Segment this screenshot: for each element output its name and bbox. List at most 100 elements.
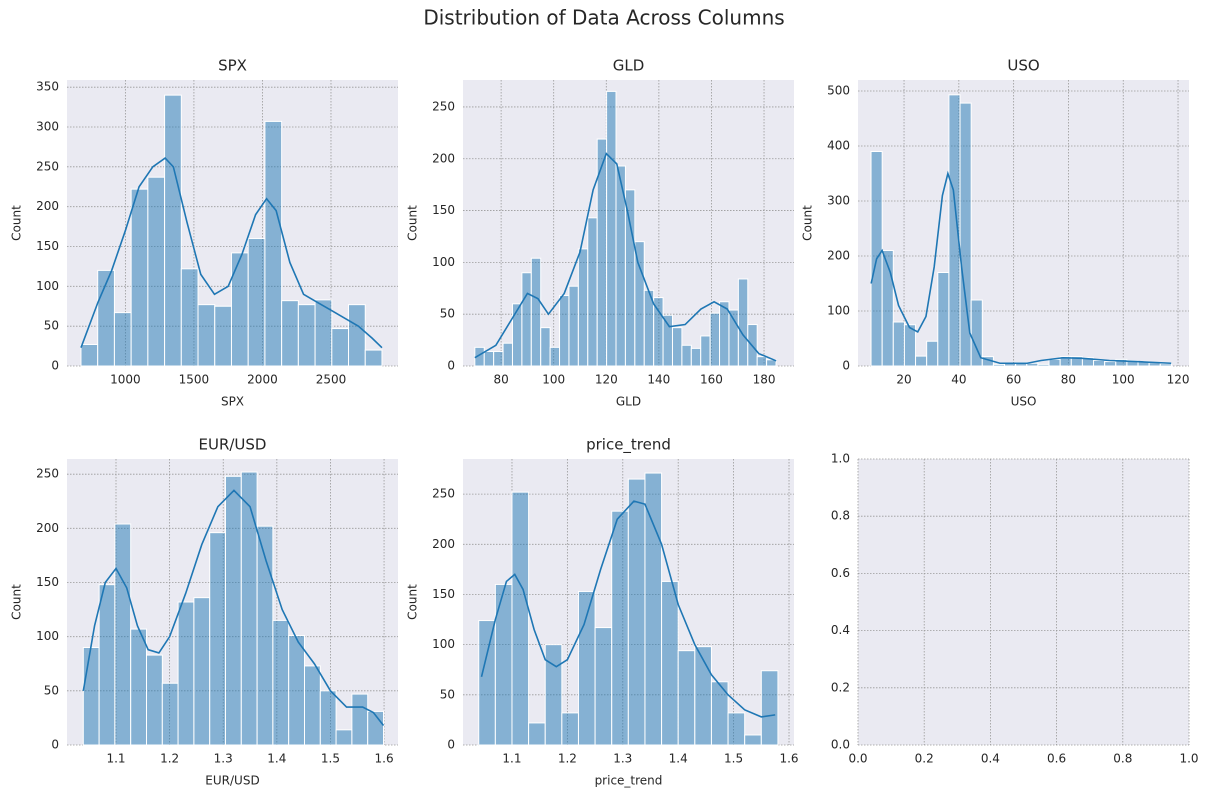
y-tick-label: 0.4 xyxy=(831,623,850,637)
histogram-bar xyxy=(304,665,321,746)
histogram-bar xyxy=(247,238,266,367)
histogram-bar xyxy=(214,305,232,367)
x-axis-label: price_trend xyxy=(595,774,663,788)
histogram-bar xyxy=(544,644,563,746)
histogram-bar xyxy=(662,314,673,367)
y-tick-label: 100 xyxy=(432,637,455,651)
histogram-bar xyxy=(147,176,166,367)
y-tick-label: 250 xyxy=(36,159,59,173)
y-tick-label: 0 xyxy=(842,359,850,373)
subplot: 80 100 120 140 160 180 0 50 100 150 200 250 GLD GLD Co… xyxy=(406,57,794,409)
x-axis-label: SPX xyxy=(221,395,244,409)
x-tick-label: 40 xyxy=(951,373,966,387)
subplot-title: GLD xyxy=(613,57,645,75)
histogram-bar xyxy=(209,532,226,746)
histogram-bar xyxy=(348,304,366,367)
histogram-bar xyxy=(281,300,299,367)
y-tick-label: 200 xyxy=(36,199,59,213)
y-tick-label: 100 xyxy=(827,304,850,318)
histogram-bar xyxy=(351,693,369,746)
kde-line xyxy=(80,157,383,349)
y-tick-label: 150 xyxy=(36,239,59,253)
histogram-bar xyxy=(331,328,350,367)
y-tick-label: 100 xyxy=(432,255,455,269)
histogram-bar xyxy=(193,597,211,746)
histogram-bar xyxy=(756,356,768,367)
x-tick-label: 160 xyxy=(700,373,723,387)
y-tick-label: 150 xyxy=(432,587,455,601)
x-tick-label: 1500 xyxy=(179,373,210,387)
x-tick-label: 1.0 xyxy=(1179,752,1198,766)
y-tick-label: 200 xyxy=(36,521,59,535)
y-tick-label: 250 xyxy=(432,487,455,501)
histogram-bar xyxy=(700,335,711,367)
y-tick-label: 100 xyxy=(36,279,59,293)
y-tick-label: 0.2 xyxy=(831,680,850,694)
subplot-title: EUR/USD xyxy=(199,436,267,454)
histogram-bar xyxy=(624,189,636,367)
histogram-bar xyxy=(493,350,504,367)
y-tick-label: 150 xyxy=(36,575,59,589)
histogram-bar xyxy=(511,491,530,746)
y-tick-label: 250 xyxy=(432,99,455,113)
histogram-bar xyxy=(719,301,730,367)
subplot: 0.0 0.2 0.4 0.6 0.8 1.0 0.0 0.2 0.4 0.6 0.8 1.0 xyxy=(831,452,1199,766)
y-axis-label: Count xyxy=(10,205,24,241)
x-tick-label: 0.4 xyxy=(981,752,1000,766)
histogram-bar xyxy=(737,278,749,367)
histogram-bar xyxy=(130,628,148,746)
histogram-bar xyxy=(80,343,99,367)
subplot: 1.1 1.2 1.3 1.4 1.5 1.6 0 50 100 150 200 250 price_t… xyxy=(406,436,799,788)
y-axis-label: Count xyxy=(406,584,420,620)
histogram-bar xyxy=(577,248,589,367)
histogram-bar xyxy=(364,349,383,367)
histogram-bar xyxy=(959,102,972,367)
histogram-bar xyxy=(483,350,495,367)
x-tick-label: 0.2 xyxy=(915,752,934,766)
x-tick-label: 120 xyxy=(595,373,618,387)
histogram-bar xyxy=(1104,361,1117,367)
histogram-bar xyxy=(937,272,950,367)
y-tick-label: 400 xyxy=(827,139,850,153)
x-tick-label: 100 xyxy=(542,373,565,387)
subplot-title: SPX xyxy=(218,57,247,75)
y-tick-label: 50 xyxy=(440,687,455,701)
x-tick-label: 1.2 xyxy=(160,752,179,766)
y-axis-label: Count xyxy=(406,205,420,241)
histogram-bar xyxy=(1037,363,1050,367)
histogram-bar xyxy=(521,272,532,367)
histogram-bar xyxy=(177,601,195,746)
y-tick-label: 0 xyxy=(51,738,59,752)
histogram-bar xyxy=(540,327,551,367)
x-axis-label: USO xyxy=(1011,395,1037,409)
x-axis-label: GLD xyxy=(616,395,641,409)
histogram-bar xyxy=(690,347,702,367)
x-tick-label: 1000 xyxy=(110,373,141,387)
kde-line xyxy=(474,152,777,362)
x-tick-label: 180 xyxy=(753,373,776,387)
x-tick-label: 0.8 xyxy=(1113,752,1132,766)
histogram-bar xyxy=(653,297,664,367)
x-tick-label: 1.6 xyxy=(779,752,798,766)
subplot: 20 40 60 80 100 120 0 100 200 300 400 500 USO USO Coun… xyxy=(801,57,1190,409)
histogram-bar xyxy=(478,620,496,746)
histogram-bar xyxy=(98,584,116,746)
histogram-bar xyxy=(164,94,182,367)
plot-area xyxy=(858,80,1189,366)
x-tick-label: 1.3 xyxy=(214,752,233,766)
x-tick-label: 0.0 xyxy=(848,752,867,766)
histogram-bar xyxy=(766,359,777,367)
histogram-bar xyxy=(1159,363,1172,367)
y-tick-label: 0.0 xyxy=(831,738,850,752)
histogram-bar xyxy=(671,327,683,367)
y-tick-label: 1.0 xyxy=(831,452,850,466)
histogram-bar xyxy=(561,712,579,746)
y-tick-label: 100 xyxy=(36,629,59,643)
y-tick-label: 300 xyxy=(827,194,850,208)
figure-title: Distribution of Data Across Columns xyxy=(423,6,784,30)
histogram-bar xyxy=(161,682,179,746)
x-tick-label: 1.5 xyxy=(321,752,340,766)
x-tick-label: 1.5 xyxy=(724,752,743,766)
histogram-bar xyxy=(114,523,132,746)
y-tick-label: 50 xyxy=(44,319,59,333)
